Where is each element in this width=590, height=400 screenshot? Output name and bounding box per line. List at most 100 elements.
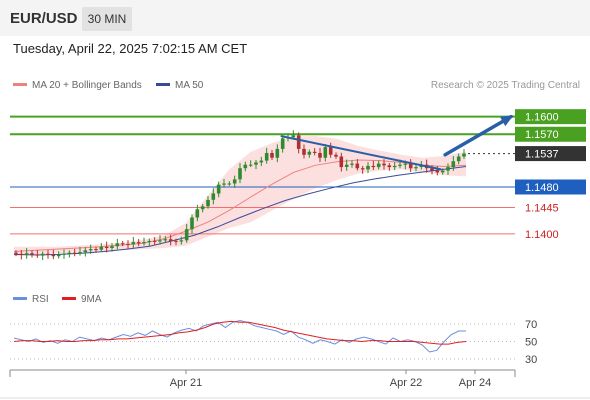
candle-body — [430, 168, 434, 171]
candle — [51, 249, 56, 260]
candle-body — [163, 239, 168, 241]
symbol-label: EUR/USD — [10, 10, 78, 27]
candle-body — [254, 162, 258, 165]
candle — [355, 159, 360, 171]
candle — [270, 149, 274, 161]
candle — [83, 247, 88, 257]
rsi-tick-50: 50 — [525, 337, 537, 349]
candle — [190, 214, 194, 234]
candle-body — [168, 239, 173, 241]
candle — [259, 156, 264, 167]
candle-body — [462, 153, 466, 157]
legend-ma50: MA 50 — [156, 80, 203, 91]
candle — [30, 250, 34, 258]
candle-body — [152, 240, 157, 242]
candle-body — [56, 254, 61, 257]
candle-body — [142, 242, 146, 244]
level-label-1.1445: 1.1445 — [525, 203, 559, 215]
level-tag-1.1570 — [515, 126, 586, 142]
candle — [88, 244, 93, 255]
candle — [184, 224, 189, 243]
candle-body — [14, 252, 18, 254]
candle — [387, 162, 392, 171]
candle-body — [67, 252, 72, 254]
candle — [19, 250, 24, 260]
candle — [158, 235, 162, 245]
candle-body — [440, 170, 445, 173]
candle — [280, 136, 285, 153]
candle-body — [307, 151, 312, 155]
candle-body — [78, 252, 82, 254]
rsi-ma-line — [13, 320, 467, 345]
candle — [99, 243, 104, 253]
level-label-1.1537: 1.1537 — [525, 149, 559, 161]
candle — [104, 241, 109, 253]
timeframe-button[interactable]: 30 MIN — [82, 7, 132, 31]
candle — [216, 181, 221, 198]
candle-body — [296, 135, 301, 149]
candle — [67, 250, 72, 258]
candle-body — [195, 209, 200, 218]
research-credit: Research © 2025 Trading Central — [430, 80, 580, 91]
candle-body — [126, 243, 130, 245]
candle — [318, 147, 322, 163]
candle-body — [323, 147, 328, 158]
ma20-line — [13, 159, 467, 252]
candle-body — [46, 253, 50, 255]
legend-rsi-label: RSI — [32, 294, 49, 305]
candle — [382, 159, 386, 170]
candle-body — [227, 183, 232, 185]
candle-body — [184, 229, 189, 241]
candle-body — [72, 252, 77, 254]
level-label-1.1600: 1.1600 — [525, 112, 559, 124]
candle-body — [328, 147, 333, 155]
candle-body — [344, 164, 349, 167]
candle-body — [280, 138, 285, 149]
candle-body — [206, 199, 210, 207]
candle — [243, 161, 248, 172]
candle-body — [104, 246, 109, 248]
candle — [456, 153, 461, 165]
candle — [350, 160, 354, 168]
candle — [408, 159, 413, 172]
candle-body — [248, 164, 253, 166]
candle-body — [398, 164, 402, 166]
candle-body — [211, 193, 216, 200]
candle — [339, 152, 344, 172]
candle-body — [30, 253, 34, 255]
candle-body — [355, 163, 360, 169]
rsi-tick-30: 30 — [525, 354, 537, 366]
candle — [40, 251, 45, 261]
candle — [131, 236, 136, 249]
candle — [451, 156, 456, 171]
candle — [110, 243, 114, 252]
candle — [94, 246, 98, 253]
candle — [344, 159, 349, 171]
candle-body — [62, 253, 66, 255]
ma50-swatch — [156, 82, 170, 86]
candle — [366, 162, 370, 174]
trendline — [280, 135, 442, 171]
candle-body — [136, 242, 141, 244]
candle-body — [350, 163, 354, 165]
candle — [126, 240, 130, 249]
candle — [371, 160, 376, 171]
candle-body — [99, 246, 104, 250]
ma50-line — [13, 166, 467, 256]
candle — [14, 250, 18, 257]
candle — [296, 132, 301, 154]
candle-body — [238, 168, 242, 180]
candle — [147, 238, 152, 247]
candle — [200, 204, 205, 213]
candle — [72, 248, 77, 257]
candle-body — [387, 165, 392, 168]
candle — [24, 248, 29, 259]
candle — [46, 250, 50, 259]
candle-body — [179, 240, 184, 242]
candle — [275, 144, 280, 163]
candle-body — [312, 151, 317, 153]
candle — [120, 240, 125, 247]
candle — [35, 249, 40, 258]
candle-body — [403, 163, 408, 165]
